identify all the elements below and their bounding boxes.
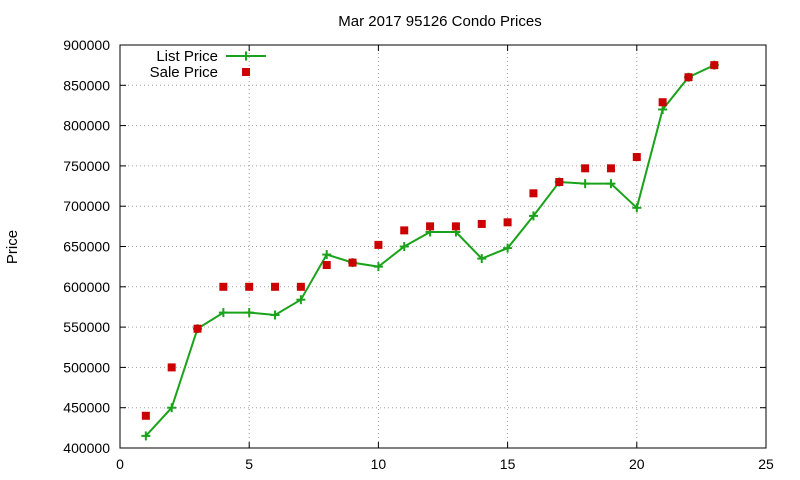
y-tick-label: 750000	[63, 158, 110, 174]
sale-price-point	[632, 153, 641, 162]
legend-item-list-price: List Price	[156, 48, 266, 65]
y-tick-label: 550000	[63, 319, 110, 335]
list-price-line	[145, 64, 715, 437]
y-tick-label: 400000	[63, 440, 110, 456]
y-tick-label: 600000	[63, 279, 110, 295]
list-price-point	[296, 295, 306, 305]
chart-title: Mar 2017 95126 Condo Prices	[338, 13, 541, 30]
list-price-point	[580, 179, 590, 189]
list-price-point	[658, 104, 668, 114]
y-tick-label: 650000	[63, 239, 110, 255]
list-price-point	[167, 403, 177, 413]
list-price-point	[218, 308, 228, 318]
sale-price-point	[684, 73, 693, 82]
list-price-point	[503, 243, 513, 253]
y-tick-label: 800000	[63, 118, 110, 134]
sale-price-point	[710, 61, 719, 70]
series-sale-price	[141, 61, 719, 420]
sale-price-point	[219, 282, 228, 291]
series-list-price	[141, 60, 719, 441]
sale-price-point	[141, 411, 150, 420]
axes	[119, 44, 767, 449]
sale-price-point	[167, 363, 176, 372]
x-tick-label: 15	[500, 456, 516, 472]
y-tick-label: 500000	[63, 359, 110, 375]
sale-price-point	[245, 282, 254, 291]
sale-price-point	[555, 178, 564, 187]
list-price-point	[399, 242, 409, 251]
legend-item-sale-price: Sale Price	[150, 64, 250, 81]
sale-price-point	[477, 219, 486, 228]
x-tick-label: 10	[371, 456, 387, 472]
y-tick-label: 450000	[63, 400, 110, 416]
x-tick-label: 5	[245, 456, 253, 472]
legend-label-sale-price: Sale Price	[150, 64, 218, 81]
sale-price-point	[658, 98, 667, 107]
list-price-point	[373, 262, 383, 272]
sale-price-point	[374, 240, 383, 249]
legend-marker-sale-price	[242, 68, 250, 76]
sale-price-point	[193, 324, 202, 333]
grid-lines	[120, 45, 766, 448]
series-group	[141, 60, 719, 441]
sale-price-point	[296, 282, 305, 291]
list-price-point	[528, 211, 538, 221]
sale-price-point	[271, 282, 280, 291]
sale-price-point	[400, 226, 409, 235]
sale-price-point	[529, 189, 538, 198]
list-price-point	[632, 203, 642, 213]
sale-price-point	[348, 258, 357, 267]
list-price-point	[477, 254, 487, 264]
sale-price-point	[451, 222, 460, 231]
y-tick-label: 850000	[63, 77, 110, 93]
sale-price-point	[606, 164, 615, 173]
x-tick-label: 25	[758, 456, 774, 472]
y-tick-label: 700000	[63, 198, 110, 214]
sale-price-point	[503, 218, 512, 227]
list-price-point	[141, 431, 151, 441]
legend-label-list-price: List Price	[156, 48, 218, 65]
list-price-point	[244, 308, 254, 318]
list-price-point	[606, 179, 616, 189]
sale-price-point	[581, 164, 590, 173]
sale-price-point	[426, 222, 435, 231]
list-price-point	[322, 250, 332, 260]
legend-marker-list-price	[241, 51, 251, 61]
sale-price-point	[322, 261, 331, 270]
list-price-point	[270, 310, 280, 320]
y-axis-label: Price	[4, 230, 21, 264]
x-tick-label: 0	[116, 456, 124, 472]
x-tick-label: 20	[629, 456, 645, 472]
y-tick-label: 900000	[63, 37, 110, 53]
tick-labels: 0 5 10 15 20 25 400000 450000 500000 550000 600000…	[63, 37, 774, 472]
